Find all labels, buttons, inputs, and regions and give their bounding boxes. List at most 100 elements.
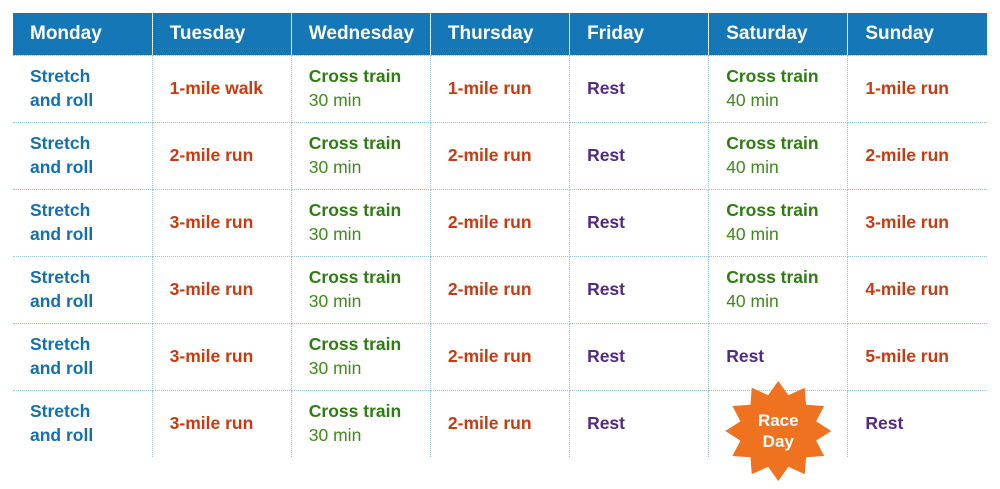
stretch-cell: Stretch and roll	[13, 256, 153, 324]
activity-line: 30 min	[308, 224, 362, 244]
activity-line: 1-mile run	[447, 78, 532, 99]
day-header-saturday: Saturday	[708, 13, 849, 56]
run-cell: 3-mile run	[152, 256, 292, 324]
cross-cell: Cross train 40 min	[708, 256, 849, 324]
activity-line: 2-mile run	[447, 346, 532, 367]
run-cell: 1-mile run	[847, 55, 987, 123]
week-row-2: Stretch and roll 2-mile run Cross train 30 m…	[13, 122, 987, 190]
activity-line: 40 min	[726, 291, 779, 311]
activity-line: and roll	[30, 224, 94, 244]
run-cell: 2-mile run	[430, 323, 571, 391]
walk-cell: 1-mile walk	[152, 55, 292, 123]
activity-line: 30 min	[308, 90, 362, 110]
week-row-4: Stretch and roll 3-mile run Cross train 30 m…	[13, 256, 987, 324]
stretch-cell: Stretch and roll	[13, 189, 153, 257]
activity-line: and roll	[30, 425, 94, 445]
training-schedule-table: Monday Tuesday Wednesday Thursday Friday Satu…	[13, 13, 987, 481]
activity-line: Cross train	[726, 133, 819, 154]
activity-line: 3-mile run	[169, 279, 254, 300]
rest-cell: Rest	[708, 323, 849, 391]
week-row-6: Stretch and roll 3-mile run Cross train 30 m…	[13, 381, 987, 481]
activity-line: Rest	[726, 346, 765, 367]
cross-cell: Cross train 30 min	[291, 256, 431, 324]
stretch-cell: Stretch and roll	[13, 390, 153, 457]
day-header-wednesday: Wednesday	[291, 13, 431, 56]
run-cell: 3-mile run	[152, 390, 292, 457]
activity-line: 4-mile run	[865, 279, 949, 300]
activity-line: Cross train	[308, 334, 402, 355]
header-row: Monday Tuesday Wednesday Thursday Friday Satu…	[13, 13, 987, 56]
activity-line: Cross train	[308, 200, 402, 221]
activity-line: 3-mile run	[169, 346, 254, 367]
activity-line: Rest	[587, 145, 625, 166]
activity-line: Stretch	[30, 200, 91, 221]
run-cell: 2-mile run	[430, 390, 571, 457]
activity-line: Cross train	[726, 267, 819, 288]
cross-cell: Cross train 30 min	[291, 323, 431, 391]
activity-line: Cross train	[726, 200, 819, 221]
activity-line: Cross train	[308, 66, 402, 87]
activity-line: 3-mile run	[169, 413, 254, 434]
table-header: Monday Tuesday Wednesday Thursday Friday Satu…	[13, 13, 987, 56]
activity-line: Rest	[587, 346, 625, 367]
rest-cell: Rest	[569, 122, 710, 190]
run-cell: 4-mile run	[847, 256, 987, 324]
activity-line: 40 min	[726, 224, 779, 244]
day-header-sunday: Sunday	[847, 13, 987, 56]
activity-line: Rest	[865, 413, 904, 434]
activity-line: 30 min	[308, 157, 362, 177]
activity-line: 3-mile run	[169, 212, 254, 233]
activity-line: 30 min	[308, 291, 362, 311]
activity-line: Stretch	[30, 334, 91, 355]
day-header-tuesday: Tuesday	[152, 13, 292, 56]
cross-cell: Cross train 40 min	[708, 55, 849, 123]
activity-line: Rest	[587, 212, 625, 233]
day-header-thursday: Thursday	[430, 13, 571, 56]
stretch-cell: Stretch and roll	[13, 55, 153, 123]
activity-line: Stretch	[30, 267, 91, 288]
week-row-5: Stretch and roll 3-mile run Cross train 30 m…	[13, 323, 987, 391]
stretch-cell: Stretch and roll	[13, 323, 153, 391]
activity-line: Rest	[587, 78, 625, 99]
stretch-cell: Stretch and roll	[13, 122, 153, 190]
race-day-label-line: Race	[757, 410, 799, 430]
cross-cell: Cross train 30 min	[291, 189, 431, 257]
activity-line: Cross train	[308, 133, 402, 154]
rest-cell: Rest	[569, 55, 710, 123]
activity-line: Cross train	[726, 66, 819, 87]
race-day-cell: Race Day	[708, 381, 849, 481]
run-cell: 5-mile run	[847, 323, 987, 391]
run-cell: 2-mile run	[152, 122, 292, 190]
rest-cell: Rest	[569, 256, 710, 324]
activity-line: Cross train	[308, 401, 402, 422]
cross-cell: Cross train 40 min	[708, 189, 849, 257]
run-cell: 3-mile run	[152, 323, 292, 391]
cross-cell: Cross train 30 min	[291, 390, 431, 457]
cross-cell: Cross train 30 min	[291, 55, 431, 123]
activity-line: 2-mile run	[447, 212, 532, 233]
activity-line: and roll	[30, 358, 94, 378]
day-header-monday: Monday	[13, 13, 153, 56]
activity-line: and roll	[30, 157, 94, 177]
rest-cell: Rest	[848, 391, 987, 458]
activity-line: Stretch	[30, 66, 91, 87]
activity-line: 30 min	[308, 425, 362, 445]
activity-line: 40 min	[726, 90, 779, 110]
activity-line: 3-mile run	[865, 212, 949, 233]
activity-line: 2-mile run	[447, 413, 532, 434]
activity-line: 2-mile run	[169, 145, 254, 166]
week-row-1: Stretch and roll 1-mile walk Cross train 30 …	[13, 55, 987, 123]
cross-cell: Cross train 40 min	[708, 122, 849, 190]
race-day-starburst: Race Day	[725, 381, 832, 481]
run-cell: 2-mile run	[847, 122, 987, 190]
rest-cell: Rest	[569, 323, 710, 391]
run-cell: 2-mile run	[430, 122, 571, 190]
activity-line: 1-mile run	[865, 78, 949, 99]
rest-cell: Rest	[569, 189, 710, 257]
activity-line: and roll	[30, 291, 94, 311]
activity-line: 2-mile run	[447, 145, 532, 166]
activity-line: Stretch	[30, 133, 91, 154]
race-day-label-line: Day	[762, 432, 794, 451]
cross-cell: Cross train 30 min	[291, 122, 431, 190]
activity-line: Rest	[587, 279, 625, 300]
